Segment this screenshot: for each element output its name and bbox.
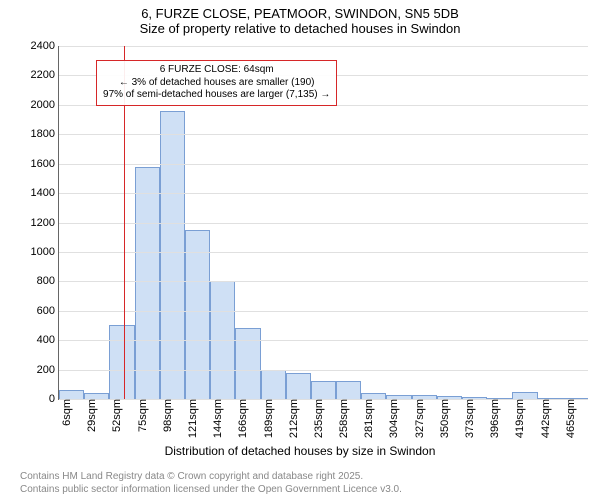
plot-area: 6 FURZE CLOSE: 64sqm ← 3% of detached ho… <box>58 46 588 400</box>
histogram-bar <box>235 328 260 399</box>
y-tick-label: 0 <box>49 393 59 405</box>
annotation-line2: ← 3% of detached houses are smaller (190… <box>103 77 330 90</box>
footer-line2: Contains public sector information licen… <box>20 484 402 497</box>
x-tick-label: 396sqm <box>487 399 501 438</box>
x-axis-label: Distribution of detached houses by size … <box>0 444 600 458</box>
x-tick-label: 52sqm <box>109 399 123 432</box>
x-tick-label: 442sqm <box>538 399 552 438</box>
histogram-bar <box>59 390 84 399</box>
x-tick-label: 144sqm <box>210 399 224 438</box>
chart-area: Number of detached properties 6 FURZE CL… <box>0 40 600 460</box>
chart-title: 6, FURZE CLOSE, PEATMOOR, SWINDON, SN5 5… <box>0 0 600 21</box>
x-tick-label: 6sqm <box>59 399 73 426</box>
x-tick-label: 465sqm <box>563 399 577 438</box>
annotation-line1: 6 FURZE CLOSE: 64sqm <box>103 64 330 77</box>
gridline-h <box>59 164 588 165</box>
x-tick-label: 121sqm <box>185 399 199 438</box>
footer-attribution: Contains HM Land Registry data © Crown c… <box>20 471 402 496</box>
y-tick-label: 2000 <box>31 99 59 111</box>
y-tick-label: 2400 <box>31 40 59 52</box>
histogram-bar <box>336 381 361 399</box>
gridline-h <box>59 370 588 371</box>
chart-subtitle: Size of property relative to detached ho… <box>0 21 600 40</box>
y-tick-label: 1400 <box>31 187 59 199</box>
histogram-bar <box>261 370 286 399</box>
histogram-bar <box>109 325 134 399</box>
x-tick-label: 235sqm <box>311 399 325 438</box>
y-tick-label: 200 <box>37 364 59 376</box>
x-tick-label: 419sqm <box>512 399 526 438</box>
histogram-bar <box>311 381 336 399</box>
y-tick-label: 1200 <box>31 217 59 229</box>
y-tick-label: 1600 <box>31 158 59 170</box>
x-tick-label: 189sqm <box>261 399 275 438</box>
y-tick-label: 1000 <box>31 246 59 258</box>
histogram-bar <box>160 111 185 399</box>
histogram-bar <box>512 392 537 399</box>
x-tick-label: 166sqm <box>235 399 249 438</box>
y-tick-label: 800 <box>37 275 59 287</box>
y-tick-label: 2200 <box>31 69 59 81</box>
x-tick-label: 98sqm <box>160 399 174 432</box>
gridline-h <box>59 193 588 194</box>
histogram-bar <box>286 373 311 399</box>
gridline-h <box>59 223 588 224</box>
gridline-h <box>59 340 588 341</box>
x-tick-label: 281sqm <box>361 399 375 438</box>
histogram-bar <box>135 167 160 399</box>
x-tick-label: 75sqm <box>135 399 149 432</box>
annotation-box: 6 FURZE CLOSE: 64sqm ← 3% of detached ho… <box>96 60 337 106</box>
gridline-h <box>59 281 588 282</box>
y-tick-label: 600 <box>37 305 59 317</box>
footer-line1: Contains HM Land Registry data © Crown c… <box>20 471 402 484</box>
x-tick-label: 258sqm <box>336 399 350 438</box>
gridline-h <box>59 134 588 135</box>
x-tick-label: 327sqm <box>412 399 426 438</box>
annotation-line3: 97% of semi-detached houses are larger (… <box>103 89 330 102</box>
gridline-h <box>59 46 588 47</box>
gridline-h <box>59 252 588 253</box>
x-tick-label: 304sqm <box>386 399 400 438</box>
y-tick-label: 1800 <box>31 128 59 140</box>
y-tick-label: 400 <box>37 334 59 346</box>
x-tick-label: 350sqm <box>437 399 451 438</box>
gridline-h <box>59 311 588 312</box>
x-tick-label: 373sqm <box>462 399 476 438</box>
x-tick-label: 212sqm <box>286 399 300 438</box>
histogram-bar <box>185 230 210 399</box>
x-tick-label: 29sqm <box>84 399 98 432</box>
